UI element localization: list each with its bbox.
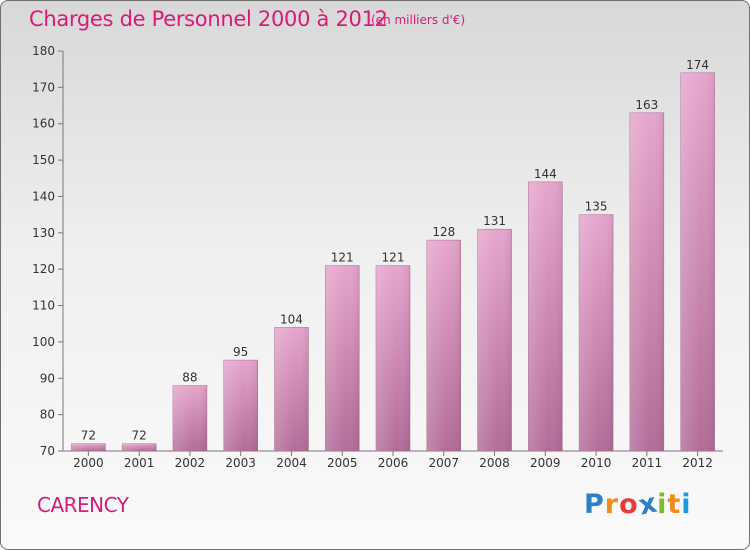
x-tick-label: 2007	[428, 456, 459, 470]
x-tick-label: 2003	[225, 456, 256, 470]
bar-shade-2010	[579, 214, 614, 451]
bar-shade-2003	[223, 360, 258, 451]
value-label-2005: 121	[331, 251, 354, 265]
bar-shade-2006	[376, 265, 410, 451]
value-label-2003: 95	[233, 345, 248, 359]
value-labels: 72 72 88 95 104 121 121 128 131 144 135 163 174	[81, 58, 709, 443]
value-label-2000: 72	[81, 429, 96, 443]
x-tick-label: 2012	[682, 456, 713, 470]
bar-shade-2002	[172, 385, 207, 451]
logo-letter: t	[667, 489, 682, 520]
logo-letter: i	[657, 489, 668, 520]
bar-shade-2007	[426, 240, 461, 451]
value-label-2009: 144	[534, 167, 557, 181]
y-tick-label: 90	[40, 371, 55, 385]
bars	[71, 72, 715, 452]
value-label-2001: 72	[132, 429, 147, 443]
bar-shade-2005	[325, 265, 360, 451]
y-tick-label: 70	[40, 444, 55, 458]
value-label-2012: 174	[686, 58, 709, 72]
value-label-2006: 121	[382, 251, 405, 265]
y-tick-label: 160	[32, 117, 55, 131]
value-label-2002: 88	[182, 371, 197, 385]
axes: 70 80 90 100 110 120 130 140 150 160 170 180 2000 200…	[32, 44, 723, 470]
bar-shade-2004	[274, 327, 309, 451]
logo-letter: r	[604, 489, 620, 520]
logo-letter: P	[584, 489, 605, 520]
y-tick-label: 120	[32, 262, 55, 276]
bar-shade-2009	[528, 181, 563, 451]
y-tick-label: 100	[32, 335, 55, 349]
y-tick-label: 150	[32, 153, 55, 167]
x-tick-label: 2009	[530, 456, 561, 470]
bar-shade-2008	[477, 229, 512, 451]
x-tick-label: 2001	[124, 456, 155, 470]
y-tick-label: 130	[32, 226, 55, 240]
value-label-2004: 104	[280, 312, 303, 326]
x-tick-label: 2006	[378, 456, 409, 470]
chart-title: Charges de Personnel 2000 à 2012	[29, 7, 388, 31]
x-tick-label: 2010	[581, 456, 612, 470]
value-label-2007: 128	[432, 225, 455, 239]
bar-shade-2011	[629, 112, 664, 452]
bar-shade-2001	[122, 443, 157, 451]
value-label-2011: 163	[635, 98, 658, 112]
value-label-2010: 135	[585, 200, 608, 214]
bar-shade-2012	[680, 72, 715, 452]
y-tick-label: 80	[40, 408, 55, 422]
proxiti-logo[interactable]: Proxiti	[584, 487, 692, 521]
x-tick-label: 2004	[276, 456, 307, 470]
x-tick-label: 2011	[632, 456, 663, 470]
bar-shade-2000	[71, 443, 106, 451]
y-tick-label: 110	[32, 299, 55, 313]
logo-letter: i	[681, 489, 692, 520]
commune-name: CARENCY	[37, 493, 129, 517]
x-tick-label: 2002	[175, 456, 206, 470]
x-tick-label: 2008	[479, 456, 510, 470]
x-tick-label: 2000	[73, 456, 104, 470]
logo-letter: o	[619, 489, 639, 520]
y-tick-label: 140	[32, 189, 55, 203]
value-label-2008: 131	[483, 214, 506, 228]
y-tick-label: 180	[32, 44, 55, 58]
y-tick-label: 170	[32, 80, 55, 94]
x-tick-label: 2005	[327, 456, 358, 470]
chart-subtitle: (en milliers d'€)	[371, 13, 466, 27]
